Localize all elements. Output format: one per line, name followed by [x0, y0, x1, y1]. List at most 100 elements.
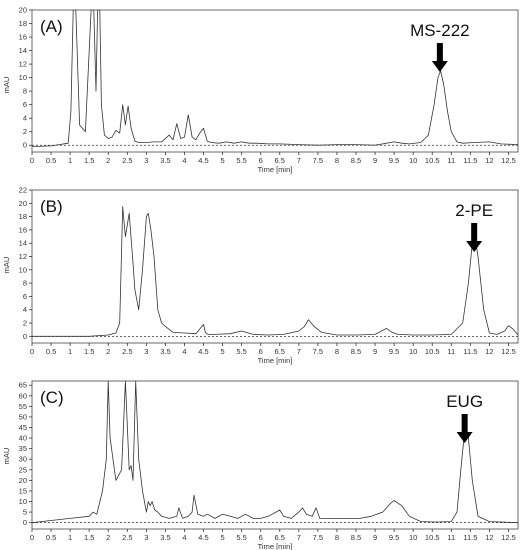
- x-tick-label: 3: [144, 156, 148, 165]
- y-tick-label: 10: [19, 497, 27, 506]
- x-tick-label: 0: [30, 533, 34, 542]
- y-tick-label: 20: [19, 6, 27, 15]
- y-tick-label: 55: [19, 402, 27, 411]
- x-tick-label: 3: [144, 347, 148, 356]
- y-tick-label: 0: [23, 518, 27, 527]
- y-tick-label: 25: [19, 465, 27, 474]
- x-tick-label: 6: [259, 156, 263, 165]
- x-tick-label: 10.5: [425, 347, 440, 356]
- y-tick-label: 10: [19, 73, 27, 82]
- x-tick-label: 1.5: [84, 156, 94, 165]
- x-tick-label: 0.5: [46, 533, 56, 542]
- y-tick-label: 12: [19, 60, 27, 69]
- x-tick-label: 2: [106, 347, 110, 356]
- x-tick-label: 9: [373, 533, 377, 542]
- y-tick-label: 2: [23, 319, 27, 328]
- x-tick-label: 4.5: [198, 533, 208, 542]
- y-tick-label: 8: [23, 279, 27, 288]
- x-tick-label: 1: [68, 156, 72, 165]
- y-tick-label: 18: [19, 212, 27, 221]
- x-tick-label: 1: [68, 533, 72, 542]
- x-tick-label: 2.5: [122, 347, 132, 356]
- x-tick-label: 11.5: [463, 533, 477, 542]
- arrow-shaft: [471, 223, 478, 242]
- x-tick-label: 5: [221, 156, 225, 165]
- y-tick-label: 14: [19, 46, 27, 55]
- y-tick-label: 18: [19, 19, 27, 28]
- peak-annotation-label: 2-PE: [455, 201, 493, 220]
- x-tick-label: 9: [373, 347, 377, 356]
- x-axis-label: Time [min]: [258, 356, 293, 365]
- chromatogram-trace: [32, 10, 518, 147]
- x-tick-label: 5.5: [236, 533, 246, 542]
- x-tick-label: 3.5: [160, 347, 170, 356]
- arrow-head: [466, 241, 483, 252]
- y-axis-label: mAU: [2, 77, 11, 94]
- y-tick-label: 45: [19, 423, 27, 432]
- x-tick-label: 2.5: [122, 533, 132, 542]
- x-tick-label: 7.5: [313, 533, 323, 542]
- y-tick-label: 16: [19, 225, 27, 234]
- chromatogram-trace: [32, 206, 518, 337]
- y-tick-label: 22: [19, 186, 27, 195]
- x-tick-label: 11.5: [463, 156, 477, 165]
- x-tick-label: 5: [221, 347, 225, 356]
- panel-label: (B): [40, 197, 63, 216]
- y-tick-label: 20: [19, 199, 27, 208]
- x-tick-label: 12.5: [501, 533, 516, 542]
- x-axis-label: Time [min]: [258, 542, 293, 550]
- x-tick-label: 7.5: [313, 156, 323, 165]
- x-tick-label: 6: [259, 347, 263, 356]
- x-tick-label: 6.5: [275, 156, 285, 165]
- y-tick-label: 6: [23, 292, 27, 301]
- x-tick-label: 4: [182, 533, 186, 542]
- x-tick-label: 6.5: [275, 533, 285, 542]
- x-tick-label: 8: [335, 347, 339, 356]
- x-tick-label: 2: [106, 533, 110, 542]
- x-tick-label: 4: [182, 156, 186, 165]
- x-tick-label: 11: [447, 347, 455, 356]
- y-tick-label: 2: [23, 127, 27, 136]
- x-tick-label: 8.5: [351, 156, 361, 165]
- x-tick-label: 4.5: [198, 156, 208, 165]
- y-tick-label: 16: [19, 33, 27, 42]
- x-tick-label: 9.5: [389, 156, 399, 165]
- x-tick-label: 0: [30, 347, 34, 356]
- x-tick-label: 7: [297, 156, 301, 165]
- chromatogram-trace: [32, 381, 518, 524]
- x-tick-label: 7: [297, 533, 301, 542]
- panel-label: (C): [40, 388, 64, 407]
- x-tick-label: 12: [485, 347, 493, 356]
- x-tick-label: 8: [335, 533, 339, 542]
- x-tick-label: 5.5: [236, 156, 246, 165]
- y-tick-label: 4: [23, 305, 27, 314]
- y-tick-label: 4: [23, 114, 27, 123]
- x-tick-label: 2.5: [122, 156, 132, 165]
- y-tick-label: 5: [23, 508, 27, 517]
- x-tick-label: 12: [485, 533, 493, 542]
- y-axis-label: mAU: [2, 257, 11, 274]
- x-tick-label: 8: [335, 156, 339, 165]
- y-tick-label: 0: [23, 141, 27, 150]
- x-tick-label: 5: [221, 533, 225, 542]
- x-axis-label: Time [min]: [258, 165, 293, 174]
- y-tick-label: 65: [19, 381, 27, 390]
- y-tick-label: 6: [23, 100, 27, 109]
- x-tick-label: 5.5: [236, 347, 246, 356]
- x-tick-label: 11: [447, 533, 455, 542]
- y-tick-label: 14: [19, 239, 27, 248]
- plot-frame: [31, 189, 519, 344]
- x-tick-label: 0.5: [46, 156, 56, 165]
- y-tick-label: 35: [19, 444, 27, 453]
- y-axis-label: mAU: [2, 448, 11, 465]
- x-tick-label: 3: [144, 533, 148, 542]
- y-tick-label: 60: [19, 391, 27, 400]
- y-tick-label: 30: [19, 455, 27, 464]
- x-tick-label: 1: [68, 347, 72, 356]
- y-tick-label: 12: [19, 252, 27, 261]
- x-tick-label: 8.5: [351, 533, 361, 542]
